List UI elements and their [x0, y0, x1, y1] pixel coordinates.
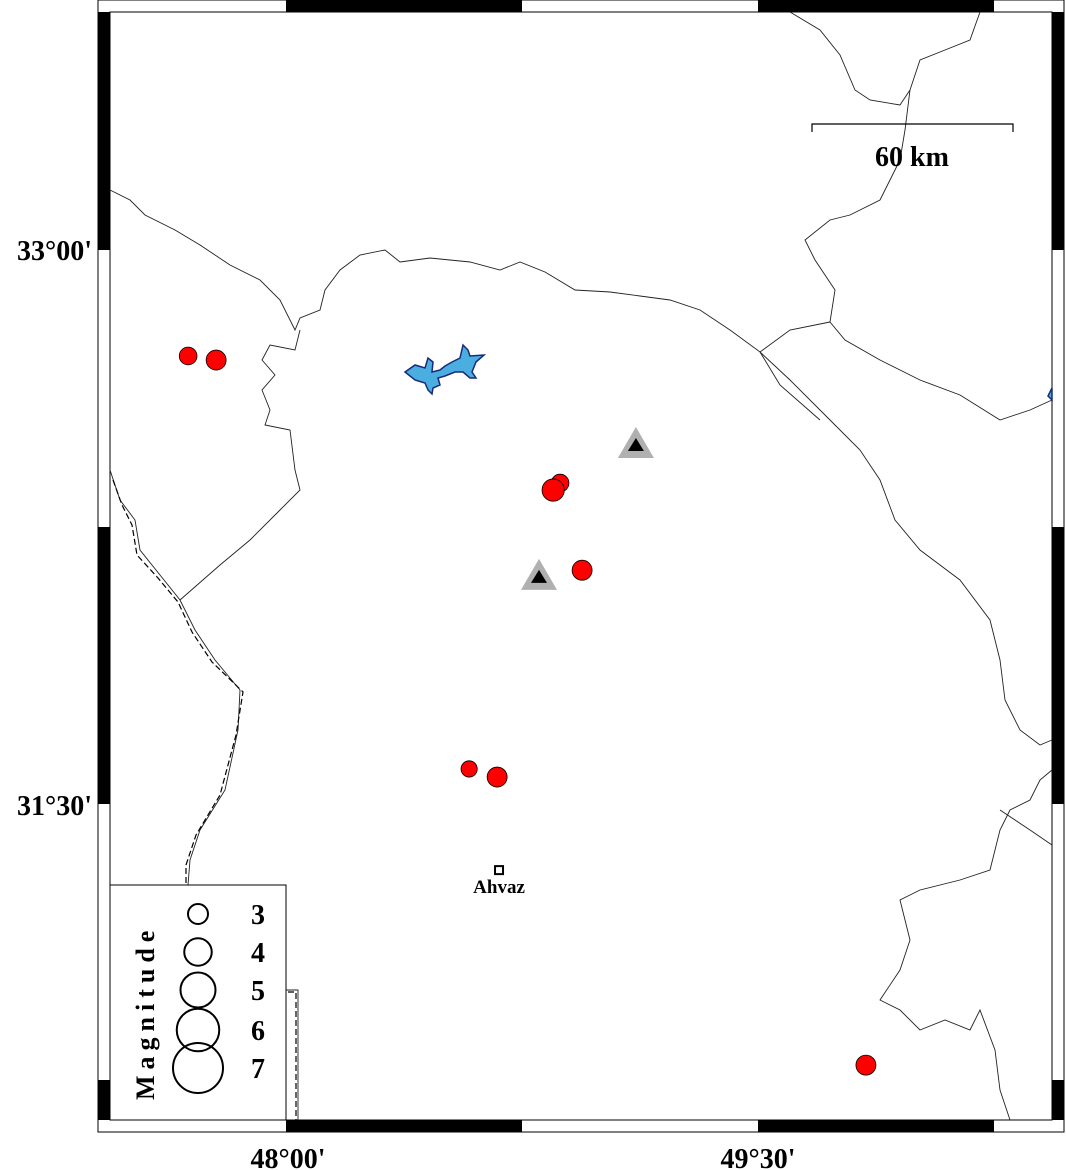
earthquake-marker [486, 766, 508, 788]
scale-bar-label: 60 km [875, 142, 949, 173]
legend-label: 5 [251, 976, 265, 1007]
magnitude-legend: Magnitude 3 4 5 6 7 [109, 884, 287, 1121]
lat-tick-label: 31°30' [17, 791, 92, 822]
legend-circle [183, 937, 213, 967]
lake [403, 343, 487, 396]
scale-bar: 60 km [811, 123, 1014, 173]
legend-label: 3 [251, 900, 265, 931]
station-triangle-icon [627, 438, 644, 452]
international-border [112, 479, 297, 1120]
lat-tick-label: 33°00' [17, 236, 92, 267]
earthquake-marker [178, 346, 198, 366]
legend-title: Magnitude [131, 925, 160, 1100]
station-marker [520, 558, 557, 590]
lon-tick-label: 48°00' [251, 1144, 326, 1170]
lon-tick-label: 49°30' [721, 1144, 796, 1170]
earthquake-layer [178, 346, 877, 1076]
legend-label: 4 [251, 938, 265, 969]
city-marker [494, 865, 505, 876]
legend-circle [175, 1007, 221, 1053]
station-marker [617, 427, 654, 459]
earthquake-marker [541, 478, 565, 502]
legend-label: 6 [251, 1016, 265, 1047]
legend-circle [172, 1042, 224, 1094]
legend-circle [179, 971, 217, 1009]
station-triangle-icon [530, 569, 547, 583]
legend-circle [187, 903, 209, 925]
city-ahvaz: Ahvaz [473, 865, 525, 898]
station-layer [520, 427, 654, 590]
city-label: Ahvaz [473, 877, 525, 898]
earthquake-marker [205, 349, 227, 371]
earthquake-marker [460, 760, 478, 778]
legend-label: 7 [251, 1054, 265, 1085]
lake [1047, 387, 1053, 402]
earthquake-marker [571, 559, 593, 581]
province-borders [109, 11, 1053, 1121]
earthquake-marker [855, 1054, 877, 1076]
